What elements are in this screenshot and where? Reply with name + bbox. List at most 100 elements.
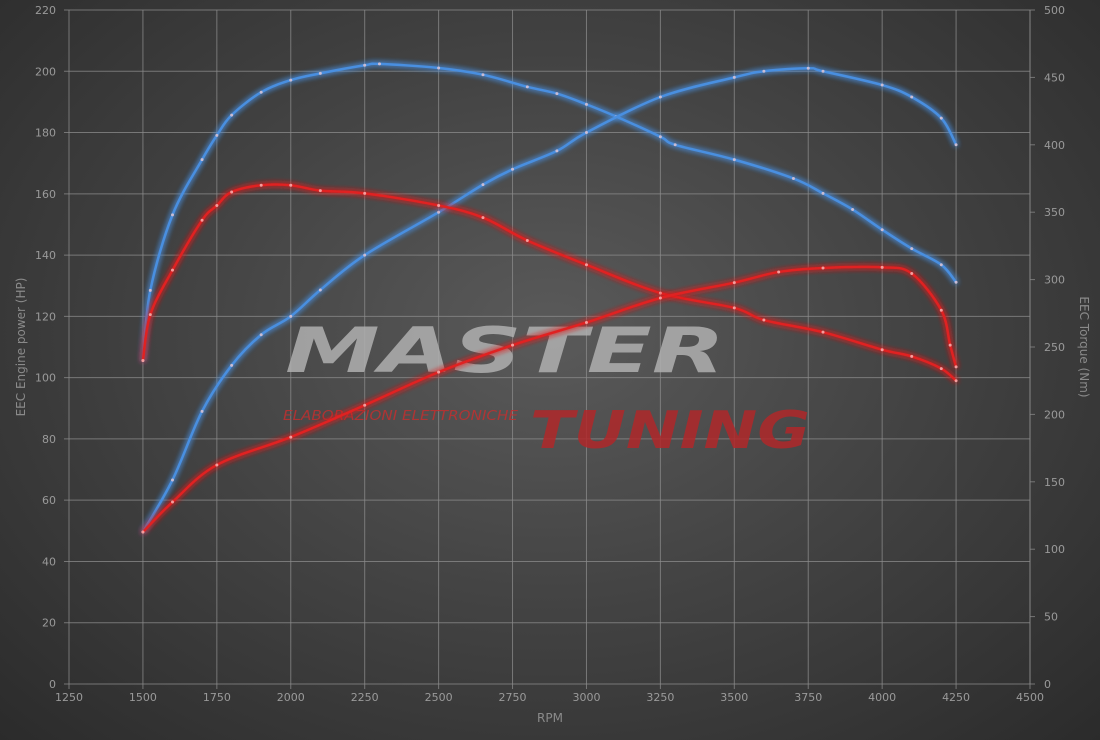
x-tick-label: 3250: [646, 691, 674, 704]
data-point: [200, 409, 204, 413]
data-point: [762, 318, 766, 322]
x-tick-label: 1250: [55, 691, 83, 704]
data-point: [673, 143, 677, 147]
data-point: [230, 190, 234, 194]
data-point: [791, 177, 795, 180]
data-point: [584, 320, 588, 324]
data-point: [215, 463, 219, 467]
data-point: [259, 90, 263, 94]
x-tick-label: 2750: [499, 691, 527, 704]
watermark-tuning: TUNING: [530, 401, 810, 461]
series-line-right-stock: [141, 183, 958, 382]
data-point: [200, 158, 204, 162]
watermark-master: MASTER: [285, 314, 725, 387]
y-right-tick-label: 400: [1044, 139, 1065, 152]
data-point: [318, 189, 322, 193]
y-right-tick-label: 200: [1044, 408, 1065, 421]
data-point: [318, 71, 322, 75]
data-point: [910, 247, 914, 251]
data-point: [170, 500, 174, 504]
y-left-tick-label: 140: [35, 249, 56, 262]
data-point: [555, 92, 559, 96]
x-tick-label: 2500: [425, 691, 453, 704]
x-tick-label: 4250: [942, 691, 970, 704]
grid: [64, 9, 1035, 689]
y-right-tick-label: 250: [1044, 341, 1065, 354]
data-point: [230, 363, 234, 367]
data-point: [939, 263, 943, 267]
y-left-tick-label: 120: [35, 310, 56, 323]
data-point: [259, 333, 263, 337]
data-point: [481, 183, 485, 187]
y-left-tick-label: 200: [35, 65, 56, 78]
data-point: [259, 183, 263, 187]
data-point: [437, 66, 441, 70]
data-point: [363, 63, 367, 67]
data-point: [215, 133, 219, 137]
series-line-left-stock: [141, 265, 958, 534]
x-tick-label: 2250: [351, 691, 379, 704]
data-point: [732, 281, 736, 285]
x-tick-label: 4500: [1016, 691, 1044, 704]
y-left-tick-label: 80: [42, 433, 56, 446]
y-right-tick-label: 350: [1044, 206, 1065, 219]
data-point: [910, 271, 914, 275]
y-left-tick-label: 20: [42, 617, 56, 630]
data-point: [511, 167, 515, 171]
data-point: [230, 113, 234, 117]
data-point: [939, 367, 943, 371]
y-axis-left-title: EEC Engine power (HP): [14, 278, 28, 417]
y-left-tick-label: 40: [42, 555, 56, 568]
data-point: [821, 330, 825, 334]
data-point: [658, 135, 662, 139]
data-point: [363, 253, 367, 257]
y-right-tick-label: 100: [1044, 543, 1065, 556]
y-left-tick-label: 160: [35, 188, 56, 201]
data-point: [318, 288, 322, 292]
y-left-tick-label: 0: [49, 678, 56, 691]
data-point: [555, 149, 559, 153]
data-point: [148, 288, 152, 292]
x-tick-label: 2000: [277, 691, 305, 704]
data-point: [437, 370, 441, 374]
data-point: [732, 158, 736, 162]
y-right-tick-label: 300: [1044, 274, 1065, 287]
data-point: [170, 213, 174, 217]
y-right-tick-label: 0: [1044, 678, 1051, 691]
data-point: [170, 268, 174, 272]
data-point: [215, 203, 219, 207]
data-point: [880, 83, 884, 87]
data-point: [910, 354, 914, 358]
data-point: [200, 218, 204, 222]
data-point: [511, 343, 515, 347]
data-point: [806, 66, 810, 70]
data-point: [939, 308, 943, 312]
x-tick-label: 1500: [129, 691, 157, 704]
data-point: [363, 403, 367, 407]
data-point: [437, 203, 441, 207]
data-point: [584, 263, 588, 267]
data-point: [658, 95, 662, 99]
x-tick-label: 3000: [572, 691, 600, 704]
data-point: [481, 216, 485, 220]
data-point: [880, 348, 884, 352]
data-point: [377, 62, 381, 66]
data-point: [481, 73, 485, 77]
y-left-tick-label: 220: [35, 4, 56, 17]
data-point: [363, 191, 367, 195]
data-point: [525, 85, 529, 89]
data-point: [880, 265, 884, 269]
data-point: [658, 291, 662, 295]
y-left-tick-label: 180: [35, 127, 56, 140]
watermark-tagline: ELABORAZIONI ELETTRONICHE: [283, 409, 519, 424]
data-point: [437, 210, 441, 214]
data-point: [851, 208, 855, 212]
data-point: [148, 313, 152, 317]
y-left-tick-label: 60: [42, 494, 56, 507]
data-point: [777, 270, 781, 274]
data-point: [762, 69, 766, 73]
x-tick-label: 1750: [203, 691, 231, 704]
y-right-tick-label: 450: [1044, 71, 1065, 84]
data-point: [141, 358, 145, 362]
